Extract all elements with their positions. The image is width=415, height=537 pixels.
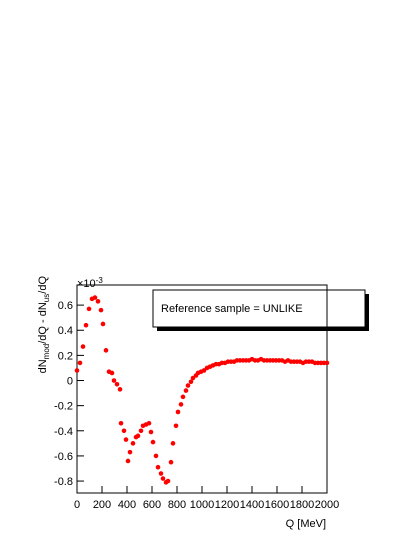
data-point <box>100 321 106 327</box>
data-point <box>92 295 98 300</box>
data-point <box>114 381 120 387</box>
y-tick-label: 0.6 <box>58 300 73 312</box>
data-point <box>117 387 123 392</box>
data-point <box>135 433 141 439</box>
x-axis-label: Q [MeV] <box>286 518 326 530</box>
y-label-part: /dQ - dN <box>37 302 49 344</box>
x-tick-label: 1000 <box>190 499 214 511</box>
x-tick-label: 1800 <box>290 499 314 511</box>
data-point <box>180 394 186 400</box>
data-point <box>95 299 101 304</box>
y-tick-label: 0 <box>67 376 73 388</box>
data-point <box>165 478 171 484</box>
data-point <box>155 464 161 470</box>
x-tick-label: 1200 <box>215 499 239 511</box>
data-point <box>183 388 189 393</box>
data-point <box>150 439 156 445</box>
y-tick-label: -0.8 <box>54 476 73 488</box>
data-point <box>170 441 176 446</box>
x-tick-label: 800 <box>168 499 186 511</box>
data-point <box>130 441 136 446</box>
data-point <box>123 437 129 442</box>
data-point <box>178 402 184 407</box>
y-label-part: /dQ <box>37 276 49 294</box>
data-point <box>98 307 104 313</box>
y-label-part: dN <box>37 359 49 373</box>
data-point <box>153 453 159 459</box>
data-point <box>111 378 117 383</box>
x-tick-label: 200 <box>93 499 111 511</box>
y-label-sub: us <box>42 294 51 302</box>
multiplier-base: ×10 <box>77 278 96 290</box>
x-tick-label: 1400 <box>240 499 264 511</box>
y-tick-label: -0.2 <box>54 401 73 413</box>
data-point <box>175 409 181 415</box>
y-tick-label: 0.2 <box>58 350 73 362</box>
multiplier-exponent: -3 <box>96 276 104 285</box>
y-tick-label: 0.4 <box>58 325 73 337</box>
data-point <box>77 360 83 366</box>
y-tick-label: -0.6 <box>54 451 73 463</box>
x-tick-label: 600 <box>143 499 161 511</box>
data-point <box>138 428 144 434</box>
data-point <box>160 476 166 481</box>
data-point <box>121 428 127 434</box>
data-point <box>148 429 154 435</box>
data-point <box>109 370 115 376</box>
data-point <box>125 458 131 464</box>
x-tick-label: 400 <box>118 499 136 511</box>
data-point <box>86 306 92 312</box>
data-point <box>74 368 80 373</box>
y-axis-label: dNmod/dQ - dNus/dQ <box>37 276 51 374</box>
data-point <box>80 344 86 349</box>
data-point <box>83 322 89 328</box>
axis-multiplier: ×10-3 <box>77 276 103 290</box>
data-point <box>118 420 124 426</box>
x-tick-label: 0 <box>74 499 80 511</box>
y-tick-label: -0.4 <box>54 426 73 438</box>
data-point <box>324 360 330 366</box>
legend-box <box>152 289 366 328</box>
data-point <box>168 459 174 465</box>
y-label-sub: mod <box>42 344 51 360</box>
data-point <box>188 379 194 385</box>
data-point <box>158 471 164 476</box>
data-point <box>103 348 109 353</box>
data-point <box>127 449 133 455</box>
x-tick-label: 2000 <box>315 499 339 511</box>
data-point <box>185 383 191 388</box>
x-tick-label: 1600 <box>265 499 289 511</box>
legend-text: Reference sample = UNLIKE <box>161 303 303 315</box>
data-point <box>146 420 152 426</box>
data-point <box>173 423 179 429</box>
